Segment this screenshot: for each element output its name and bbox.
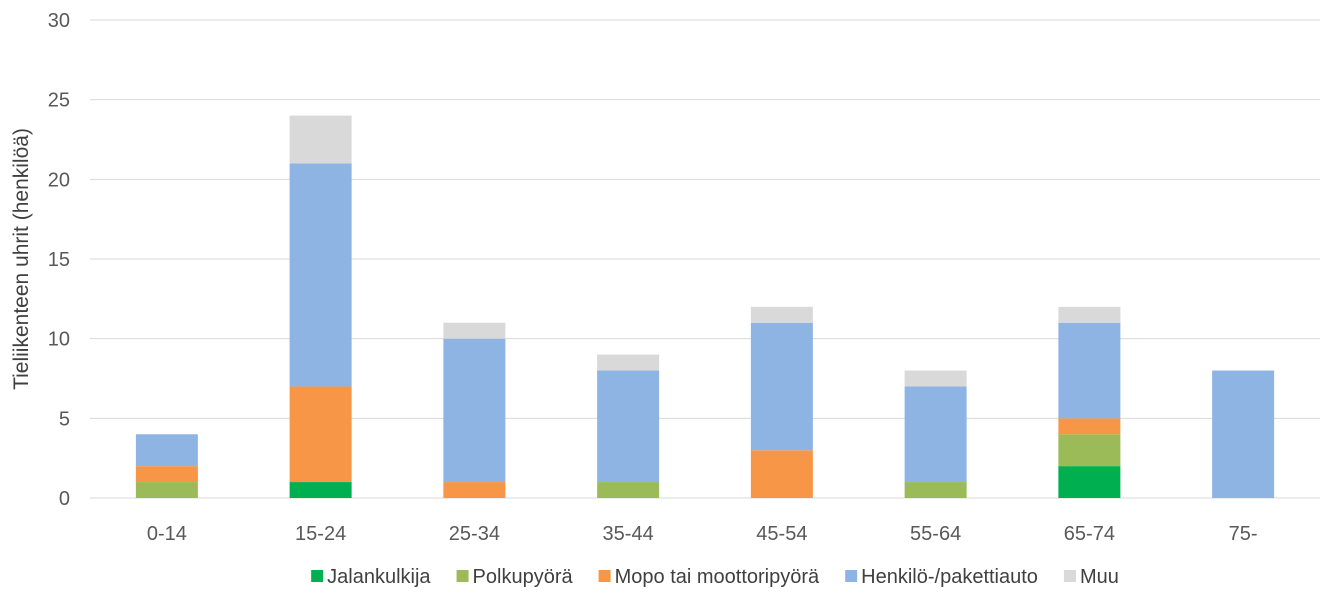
bar-segment: [1058, 466, 1121, 498]
x-tick-label: 55-64: [910, 523, 961, 545]
bar-segment: [1058, 322, 1121, 419]
x-tick-label: 0-14: [147, 523, 187, 545]
x-tick-label: 35-44: [603, 523, 654, 545]
x-tick-label: 15-24: [295, 523, 346, 545]
legend-item: Jalankulkija: [311, 566, 431, 588]
legend-swatch: [598, 570, 611, 582]
bar-segment: [289, 115, 352, 164]
bar-segment: [904, 482, 967, 498]
bar-segment: [135, 482, 198, 498]
y-tick-label: 5: [59, 408, 70, 430]
x-tick-label: 65-74: [1064, 523, 1115, 545]
legend-swatch: [311, 570, 324, 582]
bar-segment: [904, 386, 967, 483]
legend-swatch: [1063, 570, 1076, 582]
bar-segment: [289, 482, 352, 498]
x-tick-label: 75-: [1229, 523, 1258, 545]
bar-segment: [443, 322, 506, 339]
y-tick-label: 0: [59, 488, 70, 510]
bar-segment: [289, 163, 352, 387]
x-axis-ticks: 0-14 15-24 25-34 35-44 45-54 55-64 65-74 75-: [147, 523, 1258, 545]
y-tick-label: 30: [48, 10, 70, 32]
bars: [135, 115, 1275, 498]
y-axis-title: Tieliikenteen uhrit (henkilöä): [10, 128, 33, 390]
bar-segment: [1058, 418, 1121, 435]
legend-item: Mopo tai moottoripyörä: [598, 566, 820, 588]
bar-segment: [750, 450, 813, 498]
bar-segment: [597, 482, 660, 498]
legend-item: Muu: [1063, 566, 1119, 588]
y-axis-ticks: 0 5 10 15 20 25 30: [48, 10, 70, 510]
bar-segment: [750, 306, 813, 323]
gridlines: [90, 19, 1320, 499]
y-tick-label: 10: [48, 329, 70, 351]
y-tick-label: 15: [48, 249, 70, 271]
legend-swatch: [456, 570, 469, 582]
y-tick-label: 20: [48, 169, 70, 191]
bar-segment: [443, 482, 506, 498]
bar-segment: [597, 370, 660, 483]
legend-label: Mopo tai moottoripyörä: [615, 566, 820, 588]
legend-item: Polkupyörä: [456, 566, 574, 588]
bar-segment: [1212, 370, 1275, 498]
bar-segment: [1058, 434, 1121, 467]
legend: Jalankulkija Polkupyörä Mopo tai moottorip…: [311, 566, 1119, 588]
legend-label: Henkilö-/pakettiauto: [861, 566, 1038, 588]
legend-item: Henkilö-/pakettiauto: [845, 566, 1038, 588]
bar-segment: [750, 322, 813, 451]
x-tick-label: 25-34: [449, 523, 500, 545]
y-tick-label: 25: [48, 90, 70, 112]
legend-label: Jalankulkija: [327, 566, 431, 588]
bar-segment: [443, 338, 506, 483]
legend-label: Muu: [1080, 566, 1119, 588]
bar-segment: [135, 466, 198, 483]
bar-segment: [1058, 306, 1121, 323]
bar-segment: [135, 434, 198, 467]
legend-swatch: [845, 570, 858, 582]
x-tick-label: 45-54: [756, 523, 807, 545]
bar-segment: [904, 370, 967, 387]
bar-segment: [597, 354, 660, 371]
bar-segment: [289, 386, 352, 483]
legend-label: Polkupyörä: [473, 566, 574, 588]
